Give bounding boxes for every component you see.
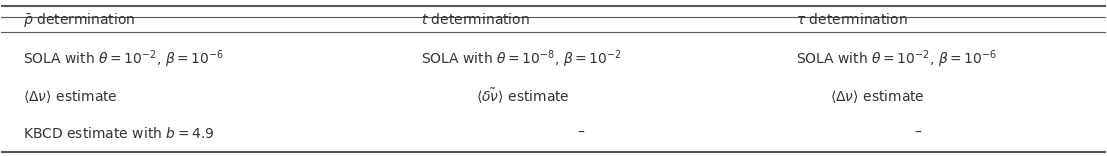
Text: KBCD estimate with $b = 4.9$: KBCD estimate with $b = 4.9$ — [23, 126, 215, 141]
Text: SOLA with $\theta = 10^{-2}$, $\beta = 10^{-6}$: SOLA with $\theta = 10^{-2}$, $\beta = 1… — [796, 49, 997, 70]
Text: SOLA with $\theta = 10^{-8}$, $\beta = 10^{-2}$: SOLA with $\theta = 10^{-8}$, $\beta = 1… — [421, 49, 622, 70]
Text: –: – — [914, 126, 921, 140]
Text: $\bar{\rho}$ determination: $\bar{\rho}$ determination — [23, 11, 136, 29]
Text: $t$ determination: $t$ determination — [421, 12, 530, 27]
Text: SOLA with $\theta = 10^{-2}$, $\beta = 10^{-6}$: SOLA with $\theta = 10^{-2}$, $\beta = 1… — [23, 49, 225, 70]
Text: –: – — [578, 126, 584, 140]
Text: $\langle \Delta\nu \rangle$ estimate: $\langle \Delta\nu \rangle$ estimate — [829, 88, 924, 105]
Text: $\langle \Delta\nu \rangle$ estimate: $\langle \Delta\nu \rangle$ estimate — [23, 88, 118, 105]
Text: $\tau$ determination: $\tau$ determination — [796, 12, 909, 27]
Text: $\langle \tilde{\delta\nu} \rangle$ estimate: $\langle \tilde{\delta\nu} \rangle$ esti… — [476, 87, 570, 106]
